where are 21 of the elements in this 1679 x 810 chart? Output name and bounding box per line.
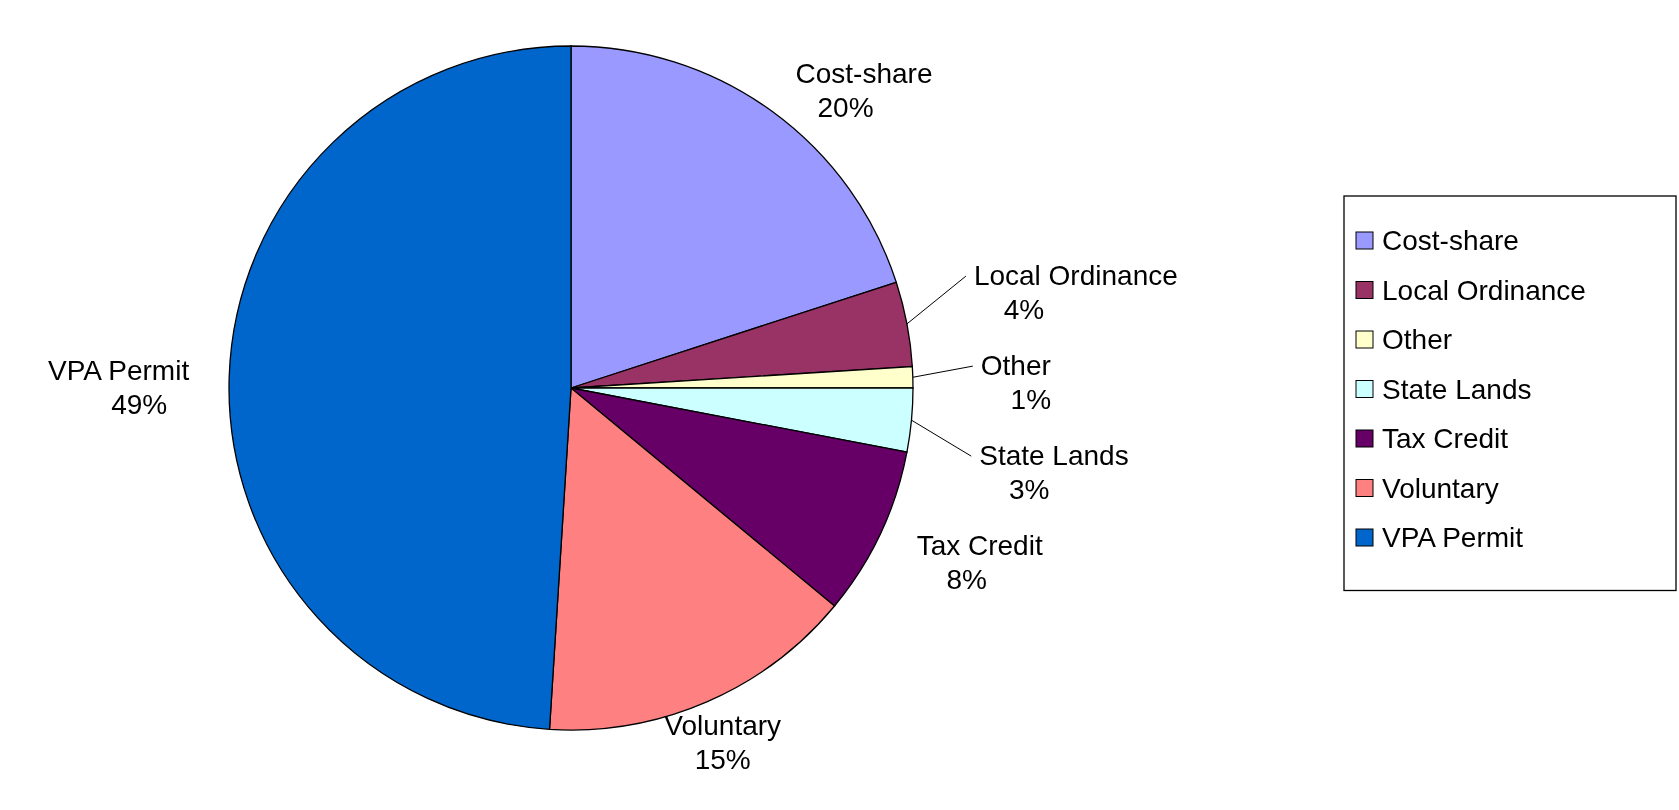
data-label: 1% <box>1010 384 1052 416</box>
legend-label: Other <box>1382 324 1453 355</box>
legend-label: Voluntary <box>1382 472 1499 504</box>
legend-label: VPA Permit <box>1382 522 1524 553</box>
data-label: 20% <box>817 91 874 123</box>
slice-label: Tax Credit <box>916 530 1043 562</box>
slice-label: State Lands <box>979 440 1129 472</box>
data-label: 8% <box>946 564 987 596</box>
slice-label: Cost-share <box>795 57 933 89</box>
legend-label: State Lands <box>1382 373 1532 405</box>
data-label: 3% <box>1008 474 1050 506</box>
slice-label: Voluntary <box>664 709 782 741</box>
data-label: 15% <box>694 743 751 775</box>
slice-label: VPA Permit <box>48 355 190 386</box>
data-label: 4% <box>1003 294 1045 326</box>
legend-label: Local Ordinance <box>1382 274 1586 306</box>
data-label: 49% <box>111 389 168 420</box>
legend-label: Tax Credit <box>1382 423 1509 454</box>
slice-label: Local Ordinance <box>973 260 1178 292</box>
slice-label: Other <box>980 350 1051 382</box>
legend-label: Cost-share <box>1382 225 1519 256</box>
